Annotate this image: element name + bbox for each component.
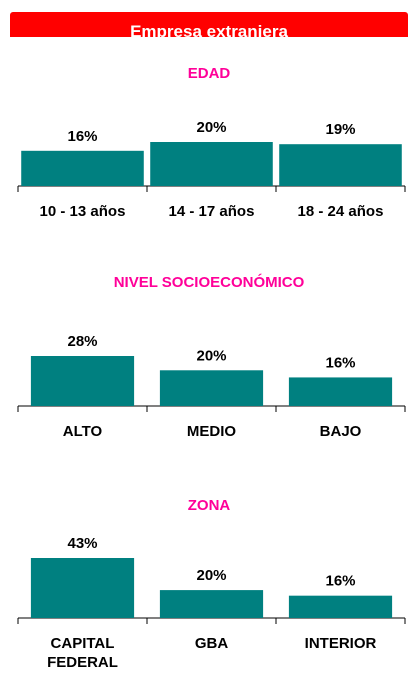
bar <box>159 590 264 618</box>
x-tick-label: ALTO <box>62 423 103 440</box>
x-tick-label: MEDIO <box>186 423 237 440</box>
bar <box>30 356 135 406</box>
bar <box>279 144 402 186</box>
banner: Empresa extranjera <box>10 12 408 41</box>
value-label: 20% <box>196 119 226 136</box>
x-tick-label: 18 - 24 años <box>297 203 384 220</box>
value-label: 19% <box>325 121 355 138</box>
bar <box>159 370 264 406</box>
bar <box>30 558 135 618</box>
x-tick-label: CAPITAL FEDERAL <box>47 635 118 671</box>
category-label-box: 18 - 24 años <box>297 203 384 220</box>
value-label: 16% <box>325 354 355 371</box>
x-tick-label: 10 - 13 años <box>39 203 126 220</box>
bar <box>21 150 144 186</box>
category-label-box: ALTO <box>62 423 103 440</box>
category-label-box: BAJO <box>319 423 362 440</box>
chart-title: NIVEL SOCIOECONÓMICO <box>114 273 305 291</box>
value-label: 28% <box>67 333 97 350</box>
value-label: 16% <box>67 128 97 145</box>
bar <box>150 142 273 186</box>
category-label-box: 14 - 17 años <box>168 203 255 220</box>
value-label: 20% <box>196 567 226 584</box>
x-tick-label: BAJO <box>319 423 362 440</box>
chart-title: ZONA <box>188 497 231 514</box>
value-label: 16% <box>325 573 355 590</box>
value-label: 20% <box>196 347 226 364</box>
bar <box>288 595 393 618</box>
x-tick-label: GBA <box>194 635 229 652</box>
x-tick-label: INTERIOR <box>304 635 377 652</box>
x-tick-label: 14 - 17 años <box>168 203 255 220</box>
banner-bg <box>10 12 408 37</box>
category-label-box: 10 - 13 años <box>39 203 126 220</box>
category-label-box: GBA <box>194 635 229 652</box>
chart-title: EDAD <box>188 65 231 82</box>
value-label: 43% <box>67 535 97 552</box>
bar <box>288 377 393 406</box>
category-label-box: CAPITAL FEDERAL <box>47 635 118 671</box>
category-label-box: MEDIO <box>186 423 237 440</box>
banner-title: Empresa extranjera <box>130 22 288 41</box>
category-label-box: INTERIOR <box>304 635 377 652</box>
